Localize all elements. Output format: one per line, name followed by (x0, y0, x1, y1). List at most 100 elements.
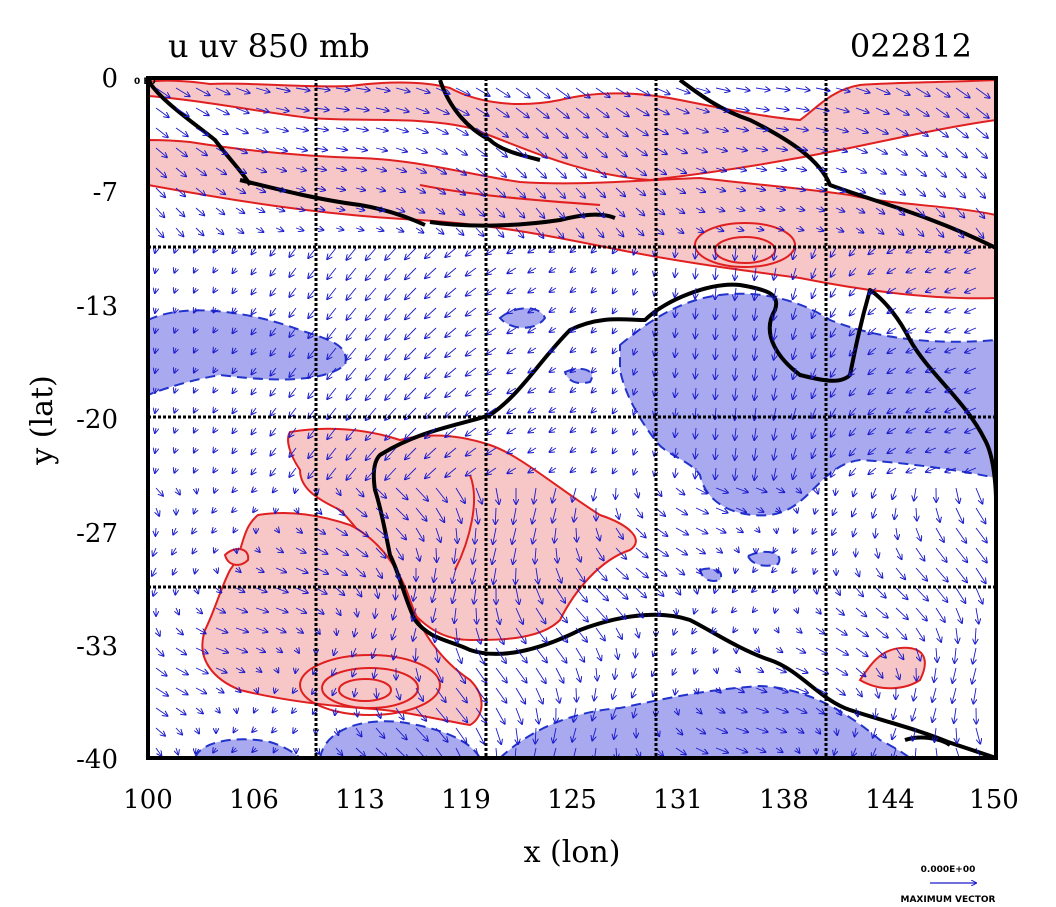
wind-vector-arrow (215, 207, 224, 214)
wind-vector-arrow (445, 247, 457, 257)
wind-vector-arrow (592, 268, 596, 273)
wind-vector-arrow (926, 468, 937, 472)
wind-vector-arrow (793, 387, 796, 399)
wind-vector-arrow (532, 507, 537, 524)
wind-vector-arrow (914, 487, 916, 501)
wind-vector-arrow (613, 308, 616, 313)
wind-vector-arrow (289, 427, 297, 437)
wind-vector-arrow (435, 227, 443, 234)
wind-vector-arrow (831, 307, 837, 317)
wind-vector-arrow (550, 268, 557, 272)
wind-vector-arrow (855, 147, 867, 153)
wind-vector-arrow (432, 587, 437, 602)
reference-vector-label: MAXIMUM VECTOR (900, 895, 995, 905)
wind-vector-arrow (754, 467, 756, 480)
wind-vector-arrow (812, 367, 816, 378)
wind-vector-arrow (175, 627, 183, 635)
wind-vector-arrow (335, 707, 336, 715)
wind-vector-arrow (213, 448, 216, 452)
wind-vector-arrow (935, 147, 947, 157)
wind-vector-arrow (795, 188, 805, 190)
wind-vector-arrow (794, 528, 796, 533)
wind-vector-arrow (613, 328, 616, 333)
wind-vector-arrow (675, 227, 683, 233)
wind-vector-arrow (595, 567, 607, 580)
wind-vector-arrow (346, 267, 357, 280)
wind-vector-arrow (435, 627, 436, 642)
wind-vector-arrow (175, 107, 189, 116)
wind-vector-arrow (965, 327, 977, 333)
wind-vector-arrow (695, 727, 705, 734)
wind-vector-arrow (435, 487, 447, 502)
wind-vector-arrow (194, 428, 196, 433)
wind-vector-arrow (195, 187, 205, 195)
wind-vector-arrow (550, 448, 557, 452)
wind-vector-arrow (613, 288, 616, 293)
wind-vector-arrow (595, 207, 604, 217)
wind-vector-arrow (295, 528, 302, 533)
wind-vector-arrow (875, 207, 884, 214)
wind-vector-arrow (455, 747, 464, 758)
wind-vector-arrow (975, 147, 987, 158)
wind-vector-arrow (528, 468, 537, 473)
wind-vector-arrow (515, 687, 525, 704)
wind-vector-arrow (869, 267, 877, 274)
wind-vector-arrow (487, 247, 497, 254)
wind-vector-arrow (405, 427, 417, 439)
wind-vector-arrow (194, 308, 196, 313)
wind-vector-arrow (635, 127, 648, 135)
wind-vector-arrow (675, 167, 686, 173)
wind-vector-arrow (195, 747, 196, 753)
wind-vector-arrow (834, 747, 836, 755)
wind-vector-arrow (553, 727, 556, 743)
wind-vector-arrow (695, 487, 707, 494)
y-axis-label: y (lat) (25, 375, 60, 465)
wind-vector-arrow (850, 387, 857, 396)
wind-vector-arrow (355, 587, 361, 596)
wind-vector-arrow (252, 467, 257, 474)
wind-vector-arrow (213, 468, 216, 472)
wind-vector-arrow (615, 667, 616, 679)
wind-vector-arrow (335, 547, 348, 555)
wind-vector-arrow (976, 607, 979, 624)
wind-vector-arrow (755, 88, 770, 90)
wind-vector-arrow (926, 348, 937, 352)
wind-vector-arrow (876, 547, 878, 558)
wind-vector-arrow (655, 567, 667, 576)
wind-vector-arrow (812, 287, 816, 298)
wind-vector-arrow (195, 127, 208, 135)
wind-vector-arrow (155, 328, 156, 333)
wind-vector-arrow (535, 607, 546, 623)
wind-vector-arrow (515, 167, 526, 178)
wind-vector-arrow (888, 307, 897, 313)
wind-vector-arrow (774, 327, 776, 340)
wind-vector-arrow (975, 527, 987, 542)
wind-vector-arrow (945, 308, 957, 312)
wind-vector-arrow (831, 387, 837, 397)
wind-vector-arrow (965, 247, 977, 253)
wind-vector-arrow (435, 107, 449, 114)
wind-vector-arrow (507, 247, 517, 253)
wind-vector-arrow (445, 447, 457, 457)
wind-vector-arrow (831, 327, 837, 337)
wind-vector-arrow (255, 168, 266, 172)
wind-vector-arrow (735, 427, 736, 440)
wind-vector-arrow (236, 708, 237, 713)
wind-vector-arrow (775, 608, 776, 613)
wind-vector-arrow (635, 567, 648, 577)
wind-vector-arrow (715, 367, 716, 379)
reference-vector-legend: 0.000E+00 MAXIMUM VECTOR (900, 865, 995, 905)
wind-vector-arrow (696, 688, 698, 694)
wind-vector-arrow (425, 367, 437, 378)
wind-vector-arrow (235, 87, 250, 93)
wind-vector-arrow (425, 247, 437, 258)
wind-vector-arrow (336, 727, 338, 735)
wind-vector-arrow (275, 607, 288, 612)
wind-vector-arrow (445, 387, 457, 397)
wind-vector-arrow (215, 107, 229, 114)
wind-vector-arrow (355, 487, 364, 496)
wind-vector-arrow (396, 687, 400, 699)
wind-vector-arrow (754, 427, 756, 440)
wind-vector-arrow (507, 347, 517, 353)
wind-vector-arrow (372, 647, 376, 658)
